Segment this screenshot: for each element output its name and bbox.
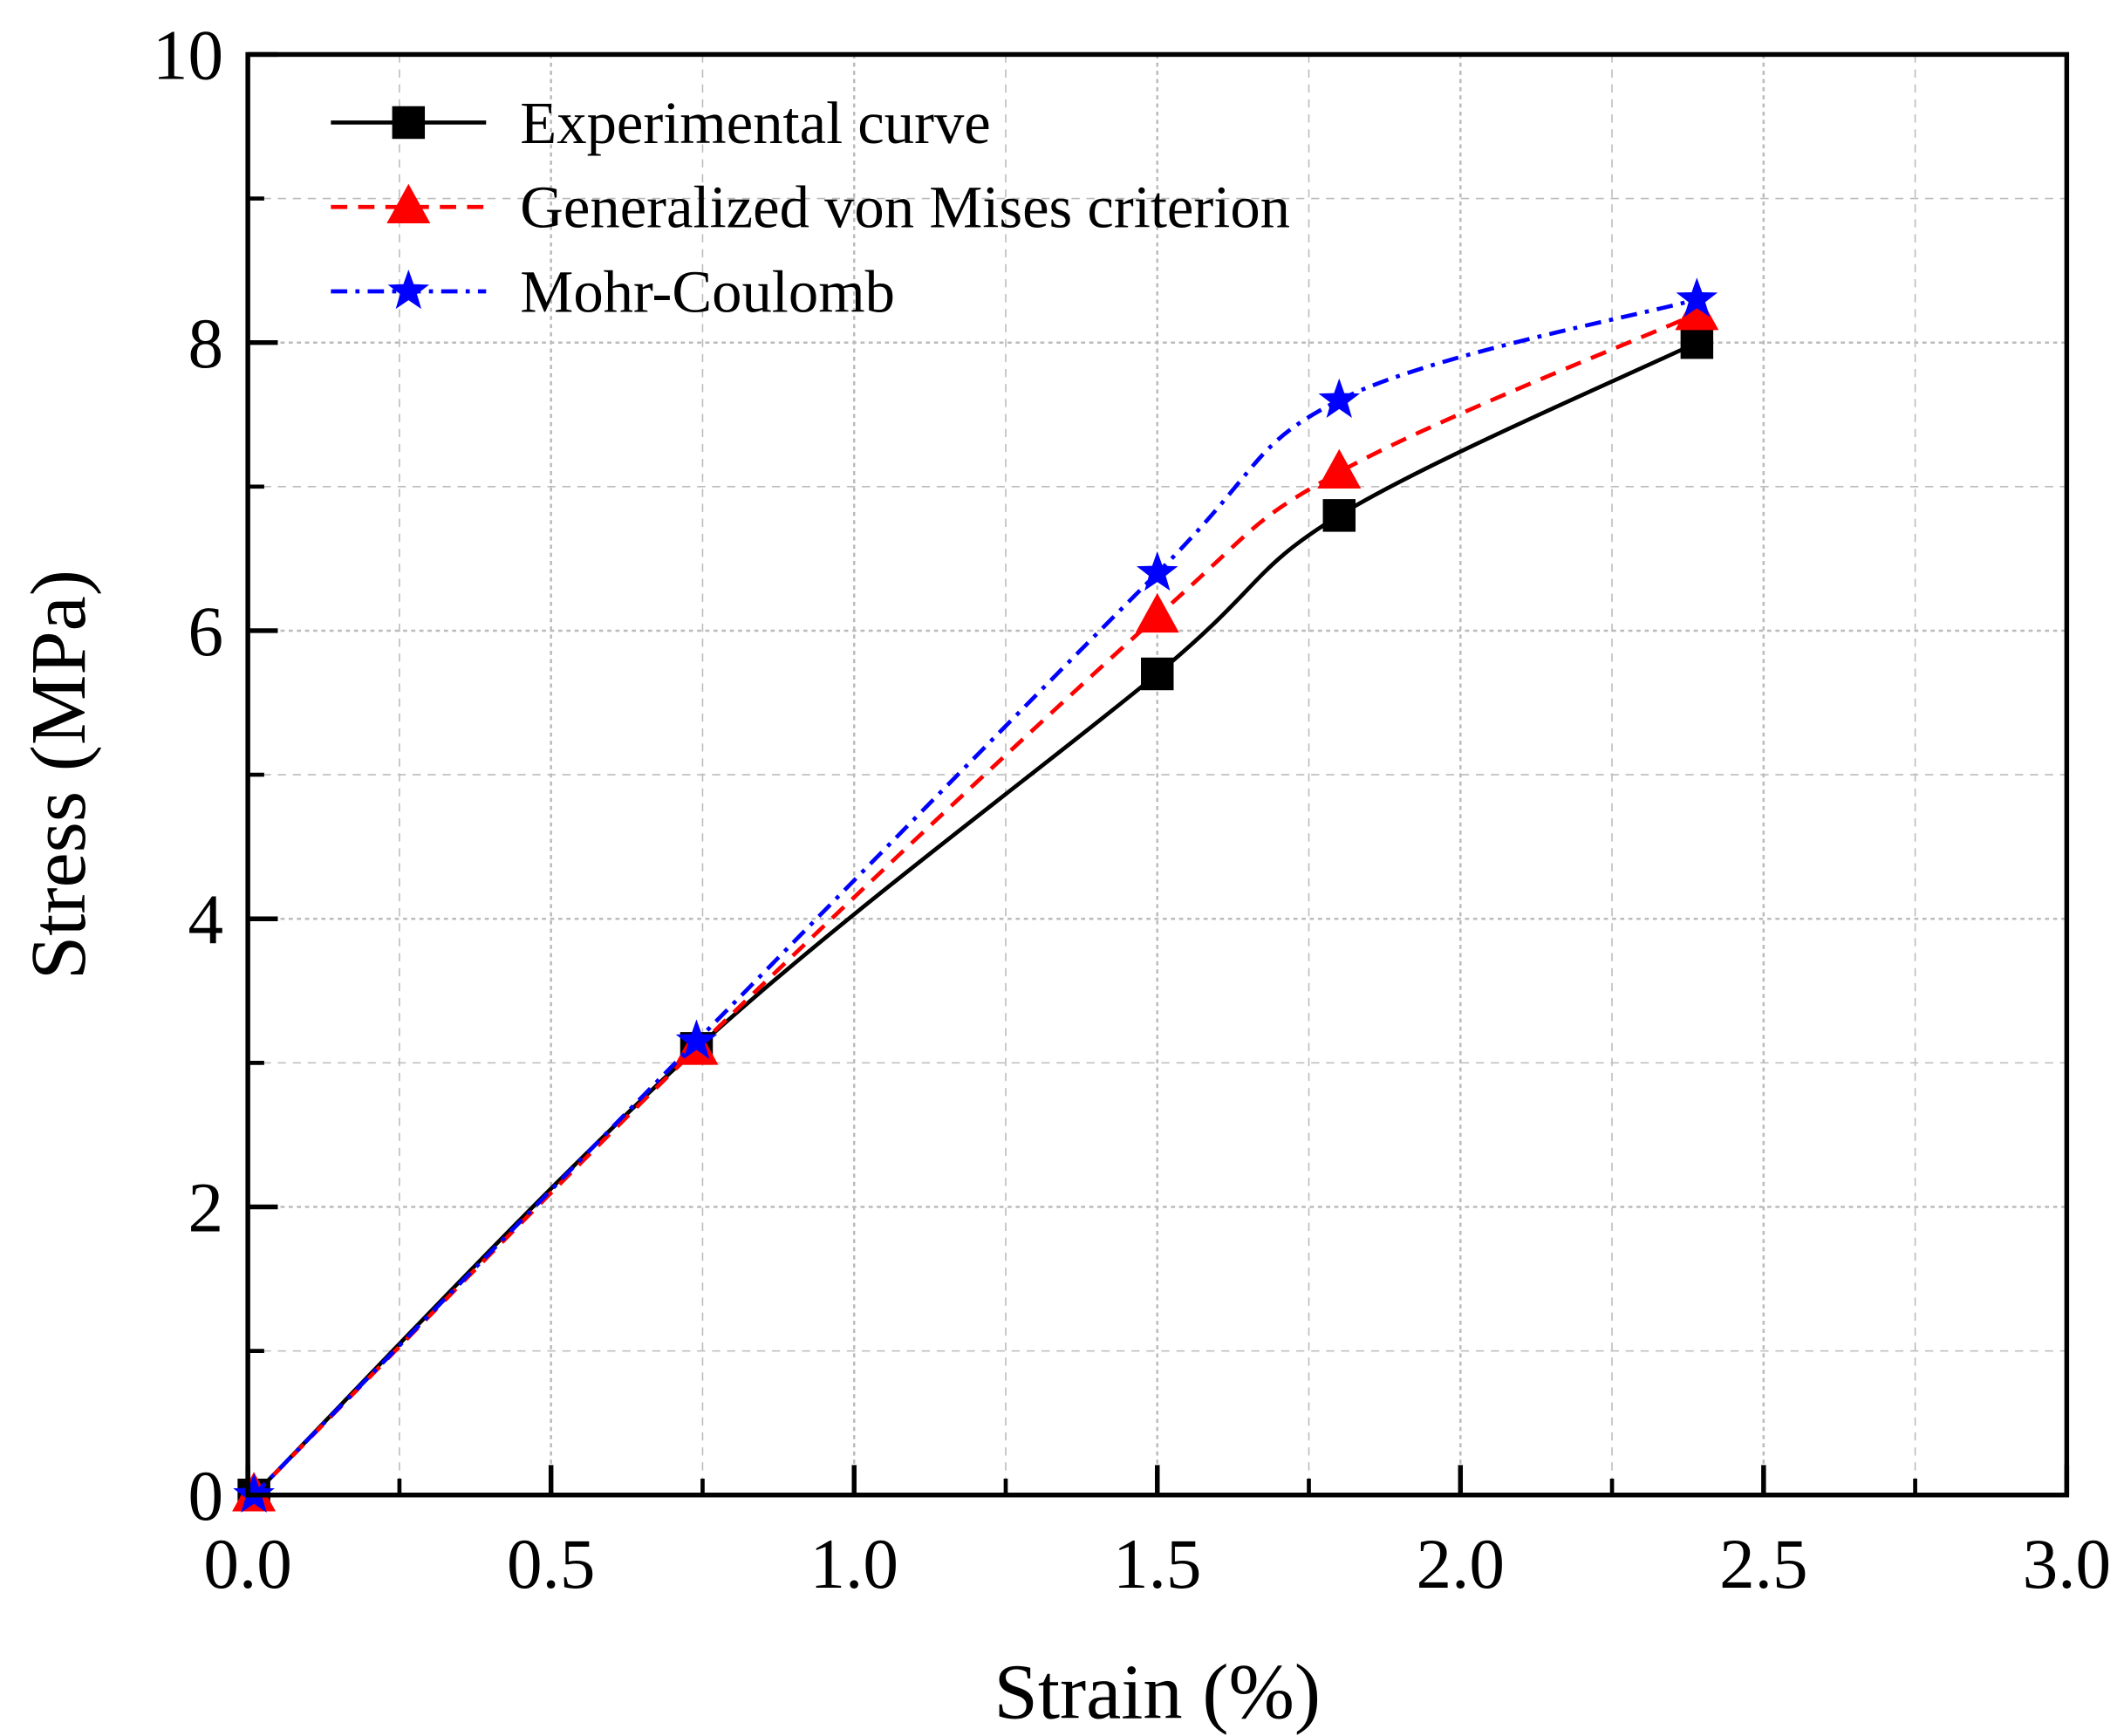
triangle-marker [1675,290,1719,331]
y-tick-label: 8 [188,304,223,383]
star-marker [1676,277,1718,318]
y-tick-label: 0 [188,1457,223,1535]
y-axis-label: Stress (MPa) [14,570,102,980]
triangle-marker [1135,592,1179,633]
y-tick-label: 4 [188,880,223,959]
legend-label: Mohr-Coulomb [520,258,895,325]
series-line [252,297,1698,1497]
series-layer [232,277,1719,1513]
triangle-marker [1317,448,1362,489]
star-marker [387,270,430,310]
series-mohr-coulomb [233,277,1718,1513]
x-tick-label: 0.5 [507,1525,595,1603]
y-tick-label: 10 [153,17,223,95]
series-generalized-von-mises-criterion [232,290,1719,1512]
star-marker [1318,378,1360,419]
x-tick-label: 1.5 [1113,1525,1201,1603]
x-tick-label: 0.0 [203,1525,291,1603]
x-axis-label: Strain (%) [994,1648,1321,1736]
y-tick-label: 6 [188,592,223,671]
x-tick-label: 2.0 [1417,1525,1505,1603]
square-marker [392,106,426,140]
x-tick-label: 3.0 [2023,1525,2111,1603]
square-marker [1680,325,1714,359]
legend-label: Generalized von Mises criterion [520,174,1290,241]
y-tick-label: 2 [188,1169,223,1247]
x-tick-label: 2.5 [1719,1525,1807,1603]
square-marker [1141,657,1174,691]
star-marker [675,1019,718,1059]
star-marker [1137,550,1178,591]
series-line [252,311,1698,1497]
ticks: 0.0 0.5 1.0 1.5 2.0 2.5 3.0 0 2 4 6 8 10 [153,17,2111,1603]
square-marker [1322,499,1356,532]
x-tick-label: 1.0 [809,1525,898,1603]
legend-label: Experimental curve [520,90,990,156]
legend: Experimental curve Generalized von Mises … [331,90,1290,325]
triangle-marker [386,183,431,223]
